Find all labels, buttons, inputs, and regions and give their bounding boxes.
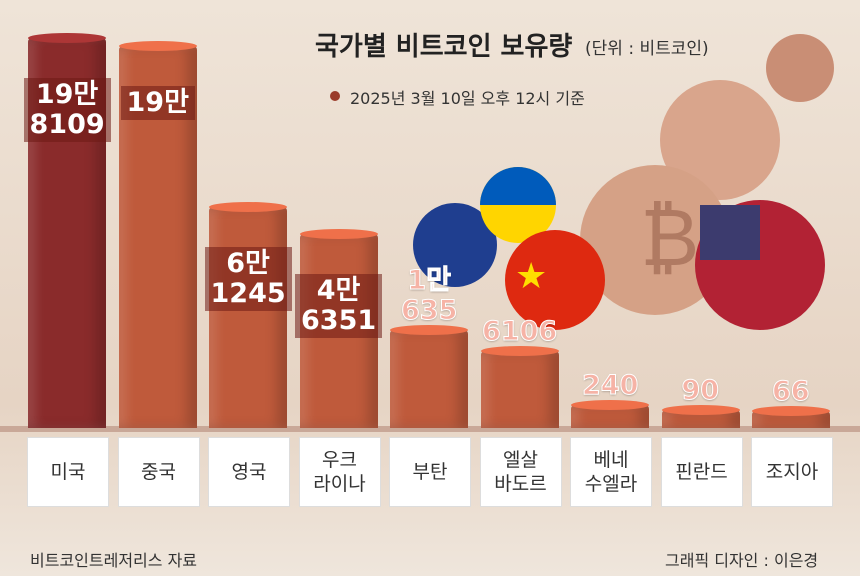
x-tick-label: 영국 <box>208 437 290 507</box>
bar-top <box>299 229 378 240</box>
value-label: 19만 <box>120 85 195 120</box>
bar-top <box>28 33 106 43</box>
bar <box>390 329 468 428</box>
x-tick-label: 중국 <box>117 437 200 507</box>
value-label: 240 <box>581 369 639 401</box>
svg-text:₿: ₿ <box>640 191 699 284</box>
chart-title: 국가별 비트코인 보유량 <box>315 32 573 62</box>
x-tick-label: 부탄 <box>389 437 471 507</box>
x-tick-label: 베네 수엘라 <box>570 437 652 507</box>
value-label: 66 <box>772 376 811 408</box>
bar-top <box>752 406 830 417</box>
value-label: 19만 8109 <box>23 78 111 142</box>
x-tick-label: 우크 라이나 <box>298 437 381 507</box>
value-label: 6만 1245 <box>204 246 292 311</box>
x-tick-label: 엘살 바도르 <box>479 437 562 507</box>
svg-text:★: ★ <box>515 256 547 297</box>
x-tick-label: 핀란드 <box>660 437 743 507</box>
bar-top <box>571 399 649 410</box>
credit: 그래픽 디자인 : 이은경 <box>665 551 819 570</box>
x-tick-label: 미국 <box>27 437 109 507</box>
bar <box>209 206 287 428</box>
bar-top <box>480 346 559 357</box>
value-label: 1만 635 <box>400 264 458 326</box>
value-label: 6106 <box>481 316 558 348</box>
subtitle: 2025년 3월 10일 오후 12시 기준 <box>350 89 585 108</box>
bar-top <box>661 404 740 415</box>
bar <box>571 404 649 428</box>
value-label: 90 <box>681 374 720 406</box>
bar <box>661 409 740 428</box>
bar-top <box>118 40 197 51</box>
bar <box>480 351 559 428</box>
bar-top <box>390 324 468 335</box>
source: 비트코인트레저리스 자료 <box>30 551 198 570</box>
value-label: 4만 6351 <box>295 274 383 339</box>
x-tick-label: 조지아 <box>751 437 833 507</box>
bar-top <box>209 201 287 212</box>
unit-label: (단위 : 비트코인) <box>585 39 709 59</box>
